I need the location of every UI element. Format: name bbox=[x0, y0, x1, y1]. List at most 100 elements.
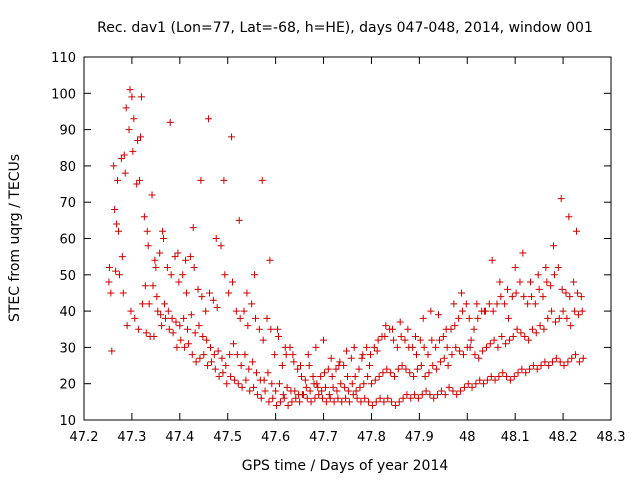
data-point bbox=[419, 314, 427, 322]
data-point bbox=[559, 307, 567, 315]
data-point bbox=[218, 354, 226, 362]
data-point bbox=[344, 387, 352, 395]
data-point bbox=[241, 351, 249, 359]
data-point bbox=[433, 365, 441, 373]
data-point bbox=[163, 264, 171, 272]
data-point bbox=[429, 362, 437, 370]
data-point bbox=[528, 325, 536, 333]
data-point bbox=[502, 340, 510, 348]
data-point bbox=[475, 354, 483, 362]
y-tick-label: 50 bbox=[59, 269, 76, 284]
data-point bbox=[240, 307, 248, 315]
data-point bbox=[304, 351, 312, 359]
data-point bbox=[379, 369, 387, 377]
data-point bbox=[534, 271, 542, 279]
data-point bbox=[460, 383, 468, 391]
data-point bbox=[152, 264, 160, 272]
data-point bbox=[219, 369, 227, 377]
data-point bbox=[503, 372, 511, 380]
data-point bbox=[505, 336, 513, 344]
data-point bbox=[417, 362, 425, 370]
data-point bbox=[169, 329, 177, 337]
y-tick-label: 80 bbox=[59, 160, 76, 175]
data-point bbox=[321, 383, 329, 391]
data-point bbox=[305, 362, 313, 370]
data-point bbox=[381, 333, 389, 341]
data-point bbox=[468, 383, 476, 391]
data-point bbox=[407, 394, 415, 402]
data-point bbox=[394, 365, 402, 373]
data-point bbox=[204, 362, 212, 370]
data-point bbox=[474, 314, 482, 322]
data-point bbox=[448, 351, 456, 359]
x-tick-label: 47.5 bbox=[213, 430, 242, 445]
data-point bbox=[479, 347, 487, 355]
data-point bbox=[312, 343, 320, 351]
data-point bbox=[428, 336, 436, 344]
data-point bbox=[524, 300, 532, 308]
data-point bbox=[214, 347, 222, 355]
data-point bbox=[156, 249, 164, 257]
data-point bbox=[370, 343, 378, 351]
data-point bbox=[439, 333, 447, 341]
data-point bbox=[275, 333, 283, 341]
data-point bbox=[149, 282, 157, 290]
data-point bbox=[153, 293, 161, 301]
data-point bbox=[164, 307, 172, 315]
data-point bbox=[351, 372, 359, 380]
data-point bbox=[333, 387, 341, 395]
data-point bbox=[292, 394, 300, 402]
x-axis: 47.2 47.3 47.4 47.5 47.6 47.7 47.8 47.9 48 48.1 48… bbox=[70, 57, 625, 445]
data-point bbox=[480, 380, 488, 388]
data-point bbox=[120, 151, 128, 159]
data-point bbox=[137, 133, 145, 141]
data-point bbox=[532, 329, 540, 337]
data-point bbox=[455, 314, 463, 322]
data-point bbox=[416, 336, 424, 344]
data-point bbox=[134, 136, 142, 144]
data-point bbox=[171, 253, 179, 261]
data-point bbox=[314, 383, 322, 391]
data-point bbox=[537, 362, 545, 370]
data-point bbox=[497, 293, 505, 301]
data-point bbox=[275, 380, 283, 388]
data-point bbox=[250, 383, 258, 391]
data-point bbox=[499, 369, 507, 377]
data-point bbox=[226, 351, 234, 359]
data-point bbox=[435, 311, 443, 319]
data-point bbox=[514, 369, 522, 377]
data-point bbox=[522, 369, 530, 377]
data-point bbox=[196, 354, 204, 362]
data-point bbox=[126, 86, 134, 94]
data-point bbox=[520, 293, 528, 301]
data-point bbox=[186, 253, 194, 261]
data-point bbox=[529, 362, 537, 370]
data-point bbox=[517, 329, 525, 337]
data-point bbox=[458, 289, 466, 297]
data-point bbox=[294, 365, 302, 373]
data-point bbox=[276, 398, 284, 406]
data-point bbox=[554, 264, 562, 272]
data-point bbox=[212, 235, 220, 242]
y-tick-label: 70 bbox=[59, 196, 76, 211]
y-tick-label: 60 bbox=[59, 233, 76, 248]
data-point bbox=[194, 285, 202, 293]
data-point bbox=[244, 322, 252, 330]
data-point bbox=[487, 372, 495, 380]
data-point bbox=[184, 340, 192, 348]
data-point bbox=[110, 162, 118, 170]
data-point bbox=[283, 383, 291, 391]
data-point bbox=[324, 365, 332, 373]
data-point bbox=[306, 387, 314, 395]
data-point bbox=[157, 311, 165, 319]
data-point bbox=[271, 351, 279, 359]
data-point bbox=[279, 391, 287, 399]
data-point bbox=[414, 394, 422, 402]
data-point bbox=[403, 391, 411, 399]
data-point bbox=[328, 372, 336, 380]
data-point bbox=[543, 278, 551, 286]
data-point bbox=[375, 372, 383, 380]
data-point bbox=[441, 391, 449, 399]
data-point bbox=[436, 358, 444, 366]
data-point bbox=[424, 351, 432, 359]
